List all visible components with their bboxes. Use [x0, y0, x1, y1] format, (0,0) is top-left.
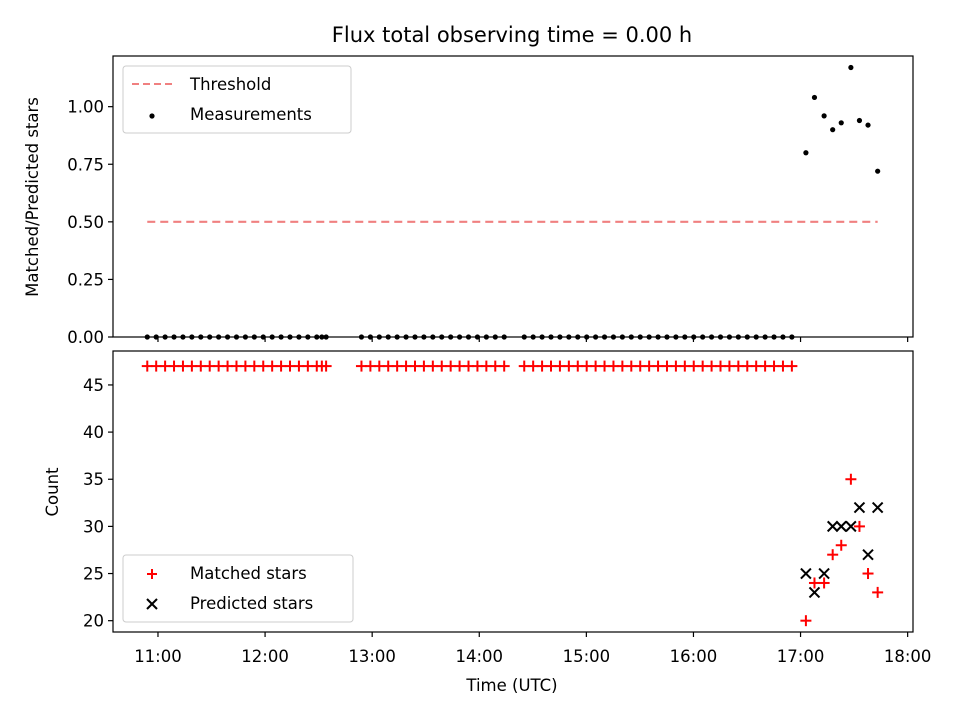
- measurement-point: [830, 127, 836, 133]
- predicted-star-point: [862, 548, 874, 561]
- bottom-y-tick-label: 25: [83, 565, 104, 584]
- matched-star-point: [827, 549, 839, 561]
- bottom-x-tick-label: 14:00: [455, 647, 503, 666]
- legend-matched-swatch: [147, 569, 157, 579]
- legend-matched-label: Matched stars: [190, 564, 307, 583]
- top-legend-box: [122, 65, 352, 134]
- bottom-panel: 20 25 30 35 40 45 11:00 12:00 13:00 14:00 15:00 16:…: [43, 350, 932, 695]
- legend-measurements-label: Measurements: [190, 105, 312, 124]
- measurement-point: [856, 117, 863, 124]
- top-axes-frame: [112, 55, 914, 338]
- measurement-point: [811, 94, 818, 101]
- bottom-x-tick-label: 16:00: [670, 647, 718, 666]
- bottom-y-tick-label: 45: [83, 376, 104, 395]
- predicted-star-point: [818, 567, 830, 580]
- predicted-star-point: [845, 520, 857, 533]
- legend-predicted-swatch: [146, 598, 158, 610]
- bottom-y-axis-label: Count: [43, 467, 62, 517]
- bottom-legend: Matched stars Predicted stars: [122, 554, 354, 623]
- bottom-x-tick-label: 17:00: [777, 647, 825, 666]
- top-y-tick-label: 0.75: [67, 155, 104, 174]
- predicted-star-point: [808, 586, 821, 599]
- measurement-point: [838, 120, 844, 126]
- matched-star-point: [835, 539, 847, 551]
- matched-star-point: [845, 473, 857, 485]
- bottom-y-tick-label: 30: [83, 517, 104, 536]
- matched-star-point: [853, 520, 865, 532]
- top-y-tick-label: 0.50: [67, 213, 104, 232]
- bottom-x-tick-label: 12:00: [241, 647, 289, 666]
- bottom-y-tick-label: 35: [83, 470, 104, 489]
- measurement-point: [875, 168, 881, 174]
- bottom-legend-box: [122, 554, 354, 623]
- top-y-tick-label: 1.00: [67, 98, 104, 117]
- measurement-point: [848, 64, 854, 71]
- top-y-tick-label: 0.25: [67, 270, 104, 289]
- figure-title: Flux total observing time = 0.00 h: [332, 23, 692, 47]
- matched-star-point: [320, 360, 332, 372]
- bottom-y-tick-label: 40: [83, 423, 104, 442]
- matched-star-point: [872, 586, 884, 598]
- measurement-point: [821, 113, 827, 119]
- top-y-axis-label: Matched/Predicted stars: [23, 97, 42, 297]
- bottom-x-tick-label: 15:00: [563, 647, 611, 666]
- measurement-point: [865, 122, 871, 128]
- top-legend: Threshold Measurements: [122, 65, 352, 134]
- predicted-star-point: [853, 501, 866, 514]
- top-y-tick-label: 0.00: [67, 328, 104, 347]
- matched-star-point: [862, 568, 874, 580]
- matched-star-point: [818, 577, 830, 589]
- predicted-star-point: [871, 501, 884, 514]
- bottom-x-tick-label: 18:00: [884, 647, 932, 666]
- matched-star-point: [800, 615, 812, 627]
- measurement-point: [803, 150, 809, 156]
- predicted-star-point: [800, 567, 812, 580]
- predicted-star-point: [835, 520, 847, 533]
- legend-threshold-label: Threshold: [189, 75, 271, 94]
- matched-star-point: [498, 360, 510, 372]
- legend-measurements-swatch: [149, 113, 155, 119]
- top-panel: 0.00 0.25 0.50 0.75 1.00 Matched/Predicted s…: [23, 55, 914, 347]
- bottom-axes-frame: [112, 350, 914, 633]
- predicted-star-point: [826, 520, 839, 533]
- matched-star-point: [808, 577, 820, 589]
- bottom-x-axis-label: Time (UTC): [465, 676, 557, 695]
- bottom-x-tick-label: 13:00: [348, 647, 396, 666]
- bottom-y-tick-label: 20: [83, 612, 104, 631]
- legend-predicted-label: Predicted stars: [190, 594, 313, 613]
- bottom-x-tick-label: 11:00: [134, 647, 182, 666]
- matched-star-point: [786, 360, 798, 372]
